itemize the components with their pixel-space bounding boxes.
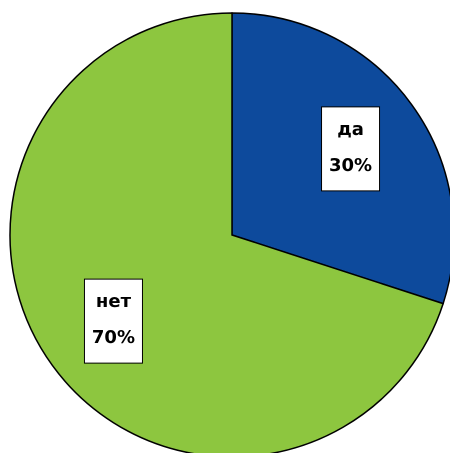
slice-value: 70% [92, 327, 135, 348]
label-box [83, 278, 143, 364]
label-box [321, 106, 381, 192]
slice-name: нет [96, 291, 132, 312]
slice-value: 30% [329, 155, 372, 176]
slice-name: да [337, 119, 364, 140]
